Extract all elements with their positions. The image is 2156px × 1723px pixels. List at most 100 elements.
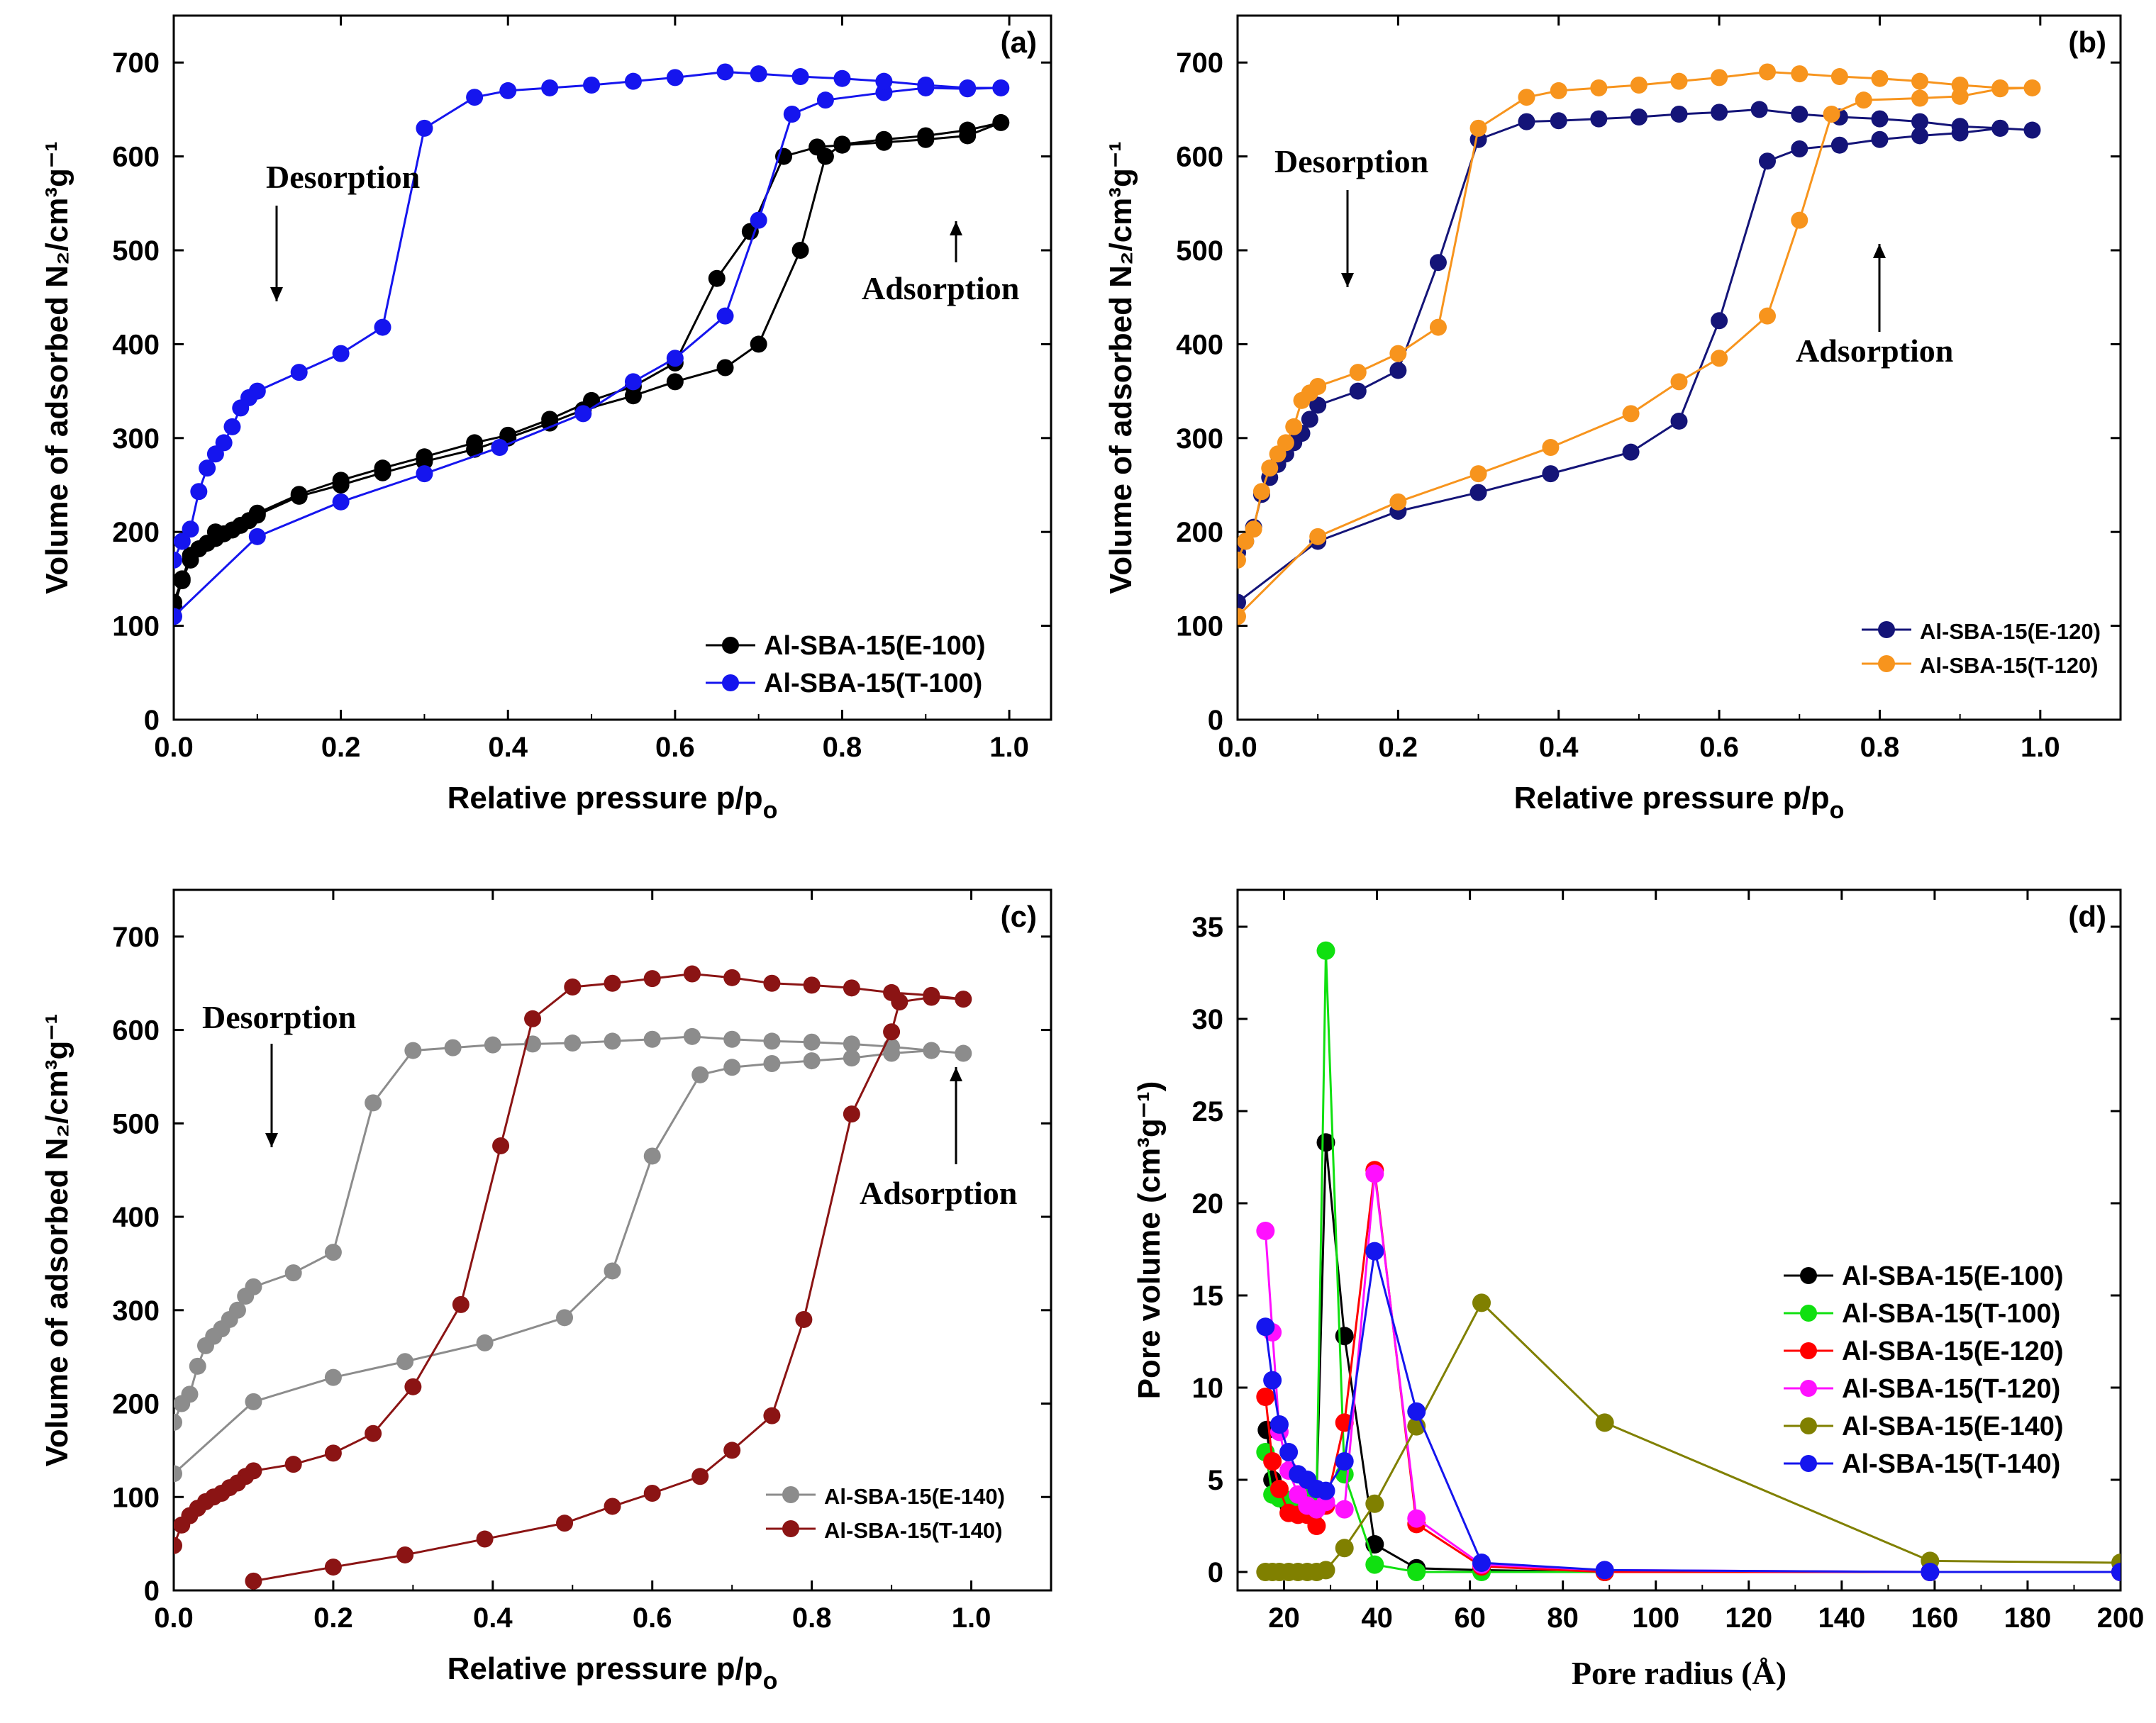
x-axis-label-sub: o (1830, 797, 1845, 824)
data-point (1622, 443, 1640, 461)
data-point (1335, 1327, 1354, 1346)
data-point (1472, 1554, 1491, 1572)
data-point (763, 974, 781, 992)
data-point (1542, 465, 1560, 483)
data-point (1921, 1563, 1940, 1581)
y-tick-label: 600 (112, 142, 160, 173)
data-point (992, 79, 1010, 96)
x-tick-label: 120 (1725, 1602, 1772, 1634)
data-point (452, 1295, 469, 1313)
data-point (1469, 484, 1487, 501)
data-point (917, 76, 935, 94)
data-point (691, 1468, 709, 1485)
y-tick-label: 400 (112, 1202, 160, 1233)
panel-label: (a) (1001, 26, 1037, 59)
data-point (199, 459, 216, 477)
y-tick-label: 0 (144, 705, 160, 736)
y-tick-label: 600 (1176, 142, 1223, 173)
data-point (917, 130, 935, 148)
series-1 (174, 965, 972, 1590)
series-0 (174, 1027, 972, 1483)
data-point (564, 1035, 582, 1052)
data-point (1285, 418, 1303, 435)
x-tick-label: 0.6 (1699, 732, 1739, 763)
data-point (416, 448, 433, 466)
legend-label: Al-SBA-15(T-120) (1920, 653, 2099, 678)
data-point (1256, 1317, 1275, 1337)
data-point (332, 472, 350, 489)
data-point (843, 1035, 860, 1053)
data-point (1670, 106, 1688, 123)
y-tick-label: 15 (1192, 1281, 1224, 1312)
data-point (365, 1094, 382, 1112)
legend-label: Al-SBA-15(T-120) (1842, 1374, 2060, 1404)
data-point (290, 486, 308, 503)
data-point (833, 136, 851, 154)
data-point (1711, 69, 1728, 87)
data-point (1670, 412, 1688, 430)
data-point (416, 465, 433, 483)
data-point (716, 63, 734, 81)
data-point (883, 983, 901, 1001)
x-axis-label: Relative pressure p/po (448, 781, 778, 824)
data-point (1389, 362, 1407, 379)
data-point (404, 1042, 422, 1059)
data-point (1759, 152, 1776, 170)
legend-label: Al-SBA-15(E-120) (1842, 1337, 2064, 1366)
data-point (1469, 465, 1487, 483)
data-point (1263, 1452, 1282, 1471)
data-point (491, 439, 509, 457)
y-tick-label: 10 (1192, 1373, 1224, 1404)
data-point (1759, 63, 1776, 81)
series-line (174, 1035, 964, 1475)
data-point (1316, 1133, 1335, 1152)
x-tick-label: 1.0 (989, 732, 1029, 763)
legend: Al-SBA-15(E-120) Al-SBA-15(T-120) (1862, 619, 2101, 678)
data-point (2111, 1563, 2121, 1581)
data-point (923, 1042, 940, 1059)
x-tick-label: 0.4 (488, 732, 528, 763)
legend-label: Al-SBA-15(T-100) (1842, 1299, 2060, 1329)
data-point (583, 76, 601, 94)
data-point (1429, 254, 1447, 272)
data-point (1911, 72, 1929, 90)
x-tick-label: 80 (1547, 1602, 1579, 1634)
y-tick-label: 700 (112, 922, 160, 953)
legend: Al-SBA-15(E-100) Al-SBA-15(T-100) (706, 631, 986, 698)
legend-marker (782, 1486, 799, 1503)
data-point (959, 127, 977, 145)
data-point (1309, 396, 1327, 414)
data-point (1279, 1443, 1299, 1461)
y-tick-label: 500 (112, 235, 160, 267)
panel-a: 0.0 0.2 0.4 0.6 0.8 1.0 0 100 200 300 400 500 600 700… (40, 14, 1052, 824)
data-point (1316, 1481, 1335, 1500)
x-tick-label: 140 (1818, 1602, 1865, 1634)
series-0 (174, 113, 1010, 616)
y-tick-label: 20 (1192, 1188, 1224, 1220)
data-point (223, 418, 241, 435)
y-tick-label: 200 (1176, 517, 1223, 548)
data-point (923, 986, 940, 1004)
legend-marker (1800, 1417, 1817, 1434)
data-point (174, 570, 191, 588)
panel-label: (c) (1001, 900, 1037, 933)
y-tick-label: 0 (1208, 705, 1223, 736)
x-tick-label: 40 (1361, 1602, 1393, 1634)
x-tick-label: 200 (2097, 1602, 2145, 1634)
data-point (174, 1537, 182, 1554)
annotation-arrow-head (950, 221, 962, 235)
data-point (374, 318, 391, 336)
data-point (1349, 382, 1367, 400)
data-point (404, 1378, 422, 1395)
data-point (476, 1334, 494, 1351)
data-point (1407, 1402, 1426, 1421)
data-point (1550, 82, 1567, 99)
x-tick-label: 0.6 (633, 1602, 672, 1634)
panel-b: 0.0 0.2 0.4 0.6 0.8 1.0 0 100 200 300 400 500 600 700… (1104, 14, 2122, 824)
data-point (1407, 1509, 1426, 1528)
data-point (604, 1032, 621, 1050)
data-point (763, 1055, 781, 1073)
plot-frame (1236, 14, 2122, 721)
y-tick-label: 500 (1176, 235, 1223, 267)
legend-label: Al-SBA-15(T-140) (824, 1518, 1003, 1543)
